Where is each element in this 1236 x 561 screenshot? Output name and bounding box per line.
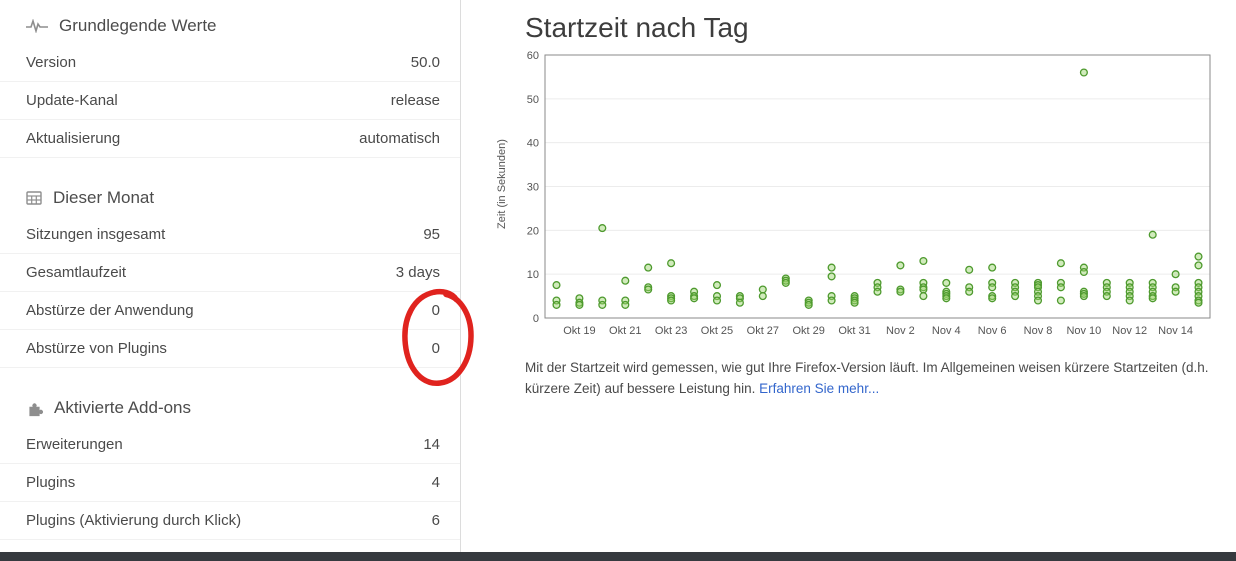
main-panel: Startzeit nach Tag Zeit (in Sekunden) 0 1…: [460, 0, 1236, 552]
stat-row-total-uptime: Gesamtlaufzeit 3 days: [0, 254, 460, 292]
stat-value: automatisch: [359, 130, 440, 147]
chart-title: Startzeit nach Tag: [525, 12, 749, 43]
stat-value: 0: [431, 302, 440, 319]
section-header: Dieser Monat: [0, 182, 460, 216]
svg-text:Nov 6: Nov 6: [978, 325, 1007, 337]
svg-text:Nov 4: Nov 4: [932, 325, 961, 337]
svg-text:Okt 27: Okt 27: [747, 325, 779, 337]
stat-label: Update-Kanal: [26, 92, 118, 109]
stat-value: 6: [431, 512, 440, 529]
stat-label: Sitzungen insgesamt: [26, 226, 166, 243]
learn-more-link[interactable]: Erfahren Sie mehr...: [759, 381, 880, 397]
stat-value: 3 days: [395, 264, 440, 281]
stat-value: 95: [423, 226, 440, 243]
section-title: Grundlegende Werte: [59, 16, 217, 35]
section-header: Grundlegende Werte: [0, 10, 460, 44]
y-axis-label: Zeit (in Sekunden): [496, 139, 508, 230]
section-this-month: Dieser Monat Sitzungen insgesamt 95 Gesa…: [0, 172, 460, 368]
stat-row-update-channel: Update-Kanal release: [0, 82, 460, 120]
startup-chart-svg: 0 10 20 30 40 50 60 Okt 19 Okt 21 Okt 23 Okt 25 Okt…: [527, 50, 1211, 337]
stat-label: Plugins (Aktivierung durch Klick): [26, 512, 242, 529]
svg-text:60: 60: [527, 50, 539, 62]
stat-row-click-to-play-plugins: Plugins (Aktivierung durch Klick) 6: [0, 502, 460, 540]
stat-row-plugin-crashes: Abstürze von Plugins 0: [0, 330, 460, 368]
svg-text:10: 10: [527, 269, 539, 281]
stat-value: release: [390, 92, 440, 109]
stat-row-extensions: Erweiterungen 14: [0, 426, 460, 464]
sidebar: Grundlegende Werte Version 50.0 Update-K…: [0, 0, 460, 552]
svg-text:Okt 21: Okt 21: [609, 325, 641, 337]
svg-text:50: 50: [527, 94, 539, 106]
stat-label: Version: [26, 54, 77, 71]
stat-value: 50.0: [410, 54, 440, 71]
stat-label: Gesamtlaufzeit: [26, 264, 127, 281]
section-addons: Aktivierte Add-ons Erweiterungen 14 Plug…: [0, 382, 460, 540]
svg-text:Nov 8: Nov 8: [1024, 325, 1053, 337]
stat-row-updates: Aktualisierung automatisch: [0, 120, 460, 158]
section-title: Dieser Monat: [53, 188, 155, 207]
svg-text:Okt 29: Okt 29: [793, 325, 825, 337]
chart-description: Mit der Startzeit wird gemessen, wie gut…: [525, 358, 1217, 400]
stat-row-plugins: Plugins 4: [0, 464, 460, 502]
pulse-icon: [26, 19, 48, 33]
svg-text:Nov 14: Nov 14: [1158, 325, 1193, 337]
svg-text:30: 30: [527, 182, 539, 194]
svg-text:Nov 12: Nov 12: [1112, 325, 1147, 337]
svg-text:Okt 31: Okt 31: [838, 325, 870, 337]
svg-text:0: 0: [533, 313, 539, 325]
stat-label: Abstürze von Plugins: [26, 340, 167, 357]
svg-text:Okt 25: Okt 25: [701, 325, 733, 337]
svg-text:Nov 2: Nov 2: [886, 325, 915, 337]
description-text: Mit der Startzeit wird gemessen, wie gut…: [525, 360, 1209, 397]
stat-row-version: Version 50.0: [0, 44, 460, 82]
stat-value: 4: [431, 474, 440, 491]
stat-value: 0: [431, 340, 440, 357]
section-basic-values: Grundlegende Werte Version 50.0 Update-K…: [0, 0, 460, 158]
section-title: Aktivierte Add-ons: [54, 398, 192, 417]
stat-label: Abstürze der Anwendung: [26, 302, 194, 319]
stat-label: Erweiterungen: [26, 436, 123, 453]
stat-row-app-crashes: Abstürze der Anwendung 0: [0, 292, 460, 330]
svg-text:40: 40: [527, 138, 539, 150]
bottom-bar: [0, 552, 1236, 561]
svg-text:Okt 23: Okt 23: [655, 325, 687, 337]
stat-row-sessions: Sitzungen insgesamt 95: [0, 216, 460, 254]
calendar-icon: [26, 190, 42, 206]
stat-label: Plugins: [26, 474, 76, 491]
svg-text:Okt 19: Okt 19: [563, 325, 595, 337]
stat-value: 14: [423, 436, 440, 453]
section-header: Aktivierte Add-ons: [0, 392, 460, 426]
svg-text:20: 20: [527, 226, 539, 238]
svg-text:Nov 10: Nov 10: [1066, 325, 1101, 337]
startup-time-chart: Zeit (in Sekunden) 0 10 20 30 40 50 60 Okt 19 Ok…: [496, 48, 1216, 344]
puzzle-icon: [26, 400, 43, 417]
stat-label: Aktualisierung: [26, 130, 121, 147]
